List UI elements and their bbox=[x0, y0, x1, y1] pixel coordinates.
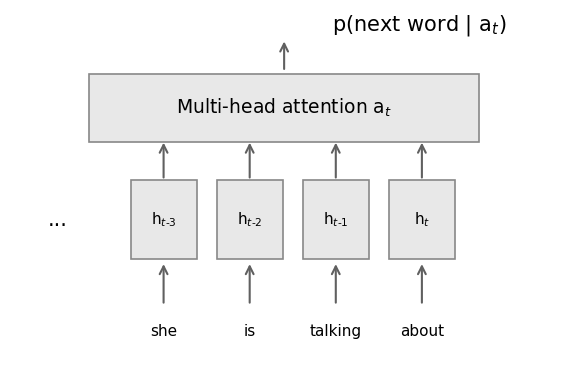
Text: is: is bbox=[243, 324, 256, 339]
Text: talking: talking bbox=[310, 324, 362, 339]
Text: $\mathrm{h}_{t\text{-}1}$: $\mathrm{h}_{t\text{-}1}$ bbox=[323, 210, 348, 229]
Text: $\mathrm{h}_{t\text{-}2}$: $\mathrm{h}_{t\text{-}2}$ bbox=[237, 210, 262, 229]
FancyBboxPatch shape bbox=[130, 180, 196, 259]
Text: $\mathrm{h}_{t\text{-}3}$: $\mathrm{h}_{t\text{-}3}$ bbox=[151, 210, 176, 229]
FancyBboxPatch shape bbox=[389, 180, 455, 259]
Text: ...: ... bbox=[48, 210, 67, 230]
Text: about: about bbox=[400, 324, 444, 339]
FancyBboxPatch shape bbox=[303, 180, 369, 259]
Text: p(next word $|\ \mathrm{a}_t$): p(next word $|\ \mathrm{a}_t$) bbox=[332, 13, 506, 38]
Text: she: she bbox=[150, 324, 177, 339]
FancyBboxPatch shape bbox=[217, 180, 282, 259]
Text: $\mathrm{h}_t$: $\mathrm{h}_t$ bbox=[414, 210, 430, 229]
Text: Multi-head attention $\mathrm{a}_t$: Multi-head attention $\mathrm{a}_t$ bbox=[176, 96, 392, 119]
FancyBboxPatch shape bbox=[89, 74, 479, 142]
